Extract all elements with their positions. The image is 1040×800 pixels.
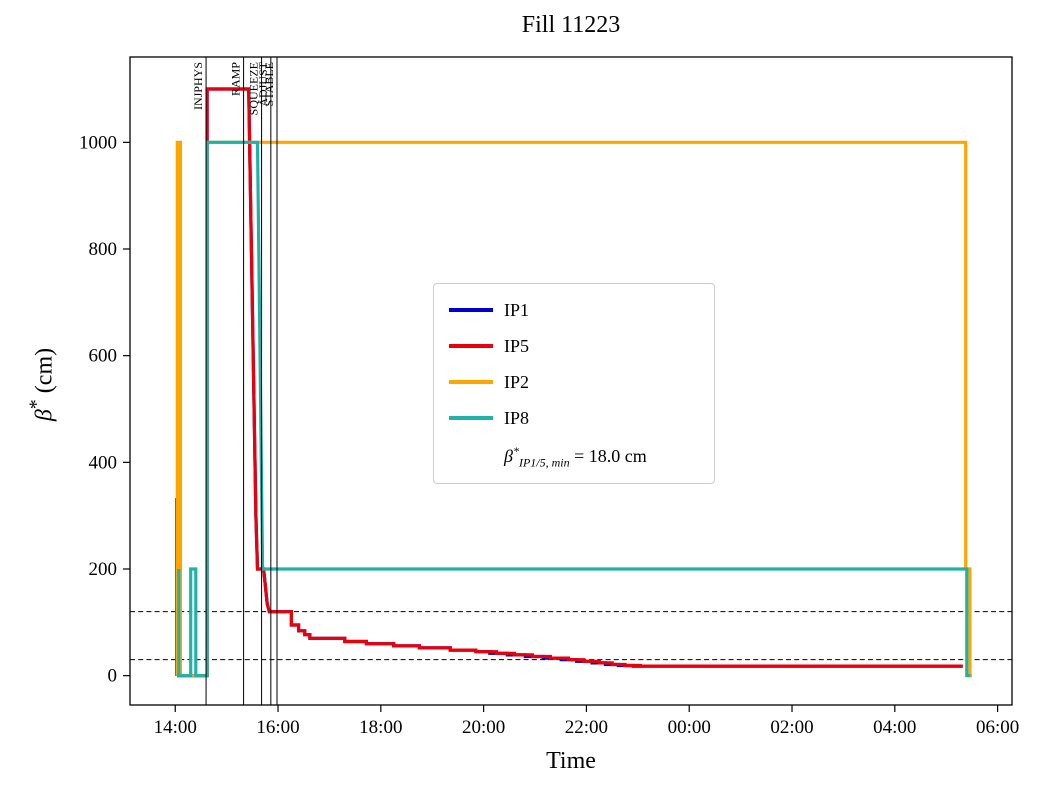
x-tick-label-20:00: 20:00	[462, 717, 505, 738]
event-label-injphys: INJPHYS	[191, 62, 205, 110]
legend-entry-ip5: IP5	[434, 328, 714, 364]
x-tick-label-14:00: 14:00	[154, 717, 197, 738]
legend-label-ip2: IP2	[504, 372, 530, 392]
event-label-stable: STABLE	[262, 62, 276, 106]
chart-title: Fill 11223	[521, 12, 621, 38]
legend-label-ip1: IP1	[504, 300, 530, 320]
legend-swatch-ip5	[449, 344, 493, 348]
y-axis-label: β* (cm)	[26, 285, 59, 485]
beta-min-annotation: β*IP1/5, min = 18.0 cm	[434, 436, 714, 473]
x-tick-label-18:00: 18:00	[359, 717, 402, 738]
legend-label-ip5: IP5	[504, 336, 530, 356]
y-tick-label-200: 200	[89, 559, 118, 580]
legend: IP1 IP5 IP2 IP8 β*IP1/5, min = 18.0 cm	[433, 283, 715, 484]
x-tick-label-16:00: 16:00	[256, 717, 299, 738]
axes-box	[129, 56, 1013, 706]
x-tick-label-04:00: 04:00	[873, 717, 916, 738]
event-label-adjust: ADJUST	[256, 61, 270, 106]
legend-swatch-ip2	[449, 380, 493, 384]
beta-min-base: β	[504, 446, 513, 466]
y-tick-label-1000: 1000	[79, 132, 117, 153]
legend-swatch-ip1	[449, 308, 493, 312]
legend-entry-ip1: IP1	[434, 292, 714, 328]
event-label-squeeze: SQUEEZE	[247, 62, 261, 115]
y-tick-label-600: 600	[89, 346, 118, 367]
x-tick-label-22:00: 22:00	[565, 717, 608, 738]
y-tick-label-800: 800	[89, 239, 118, 260]
x-axis-label: Time	[546, 748, 596, 774]
x-tick-label-06:00: 06:00	[976, 717, 1019, 738]
y-axis-label-sup: *	[25, 399, 48, 410]
legend-label-ip8: IP8	[504, 408, 530, 428]
y-axis-label-unit: (cm)	[31, 347, 58, 400]
x-tick-label-00:00: 00:00	[668, 717, 711, 738]
legend-entry-ip2: IP2	[434, 364, 714, 400]
series-line-ip8	[177, 140, 971, 678]
beta-min-value: = 18.0 cm	[569, 446, 647, 466]
beta-min-sup: *	[512, 444, 519, 458]
legend-entry-ip8: IP8	[434, 400, 714, 436]
event-label-ramp: RAMP	[229, 62, 243, 96]
y-tick-label-0: 0	[108, 666, 118, 687]
x-tick-label-02:00: 02:00	[770, 717, 813, 738]
y-axis-label-beta: β	[31, 409, 58, 422]
legend-swatch-ip8	[449, 416, 493, 420]
beta-min-sub: IP1/5, min	[518, 455, 570, 470]
y-tick-label-400: 400	[89, 452, 118, 473]
